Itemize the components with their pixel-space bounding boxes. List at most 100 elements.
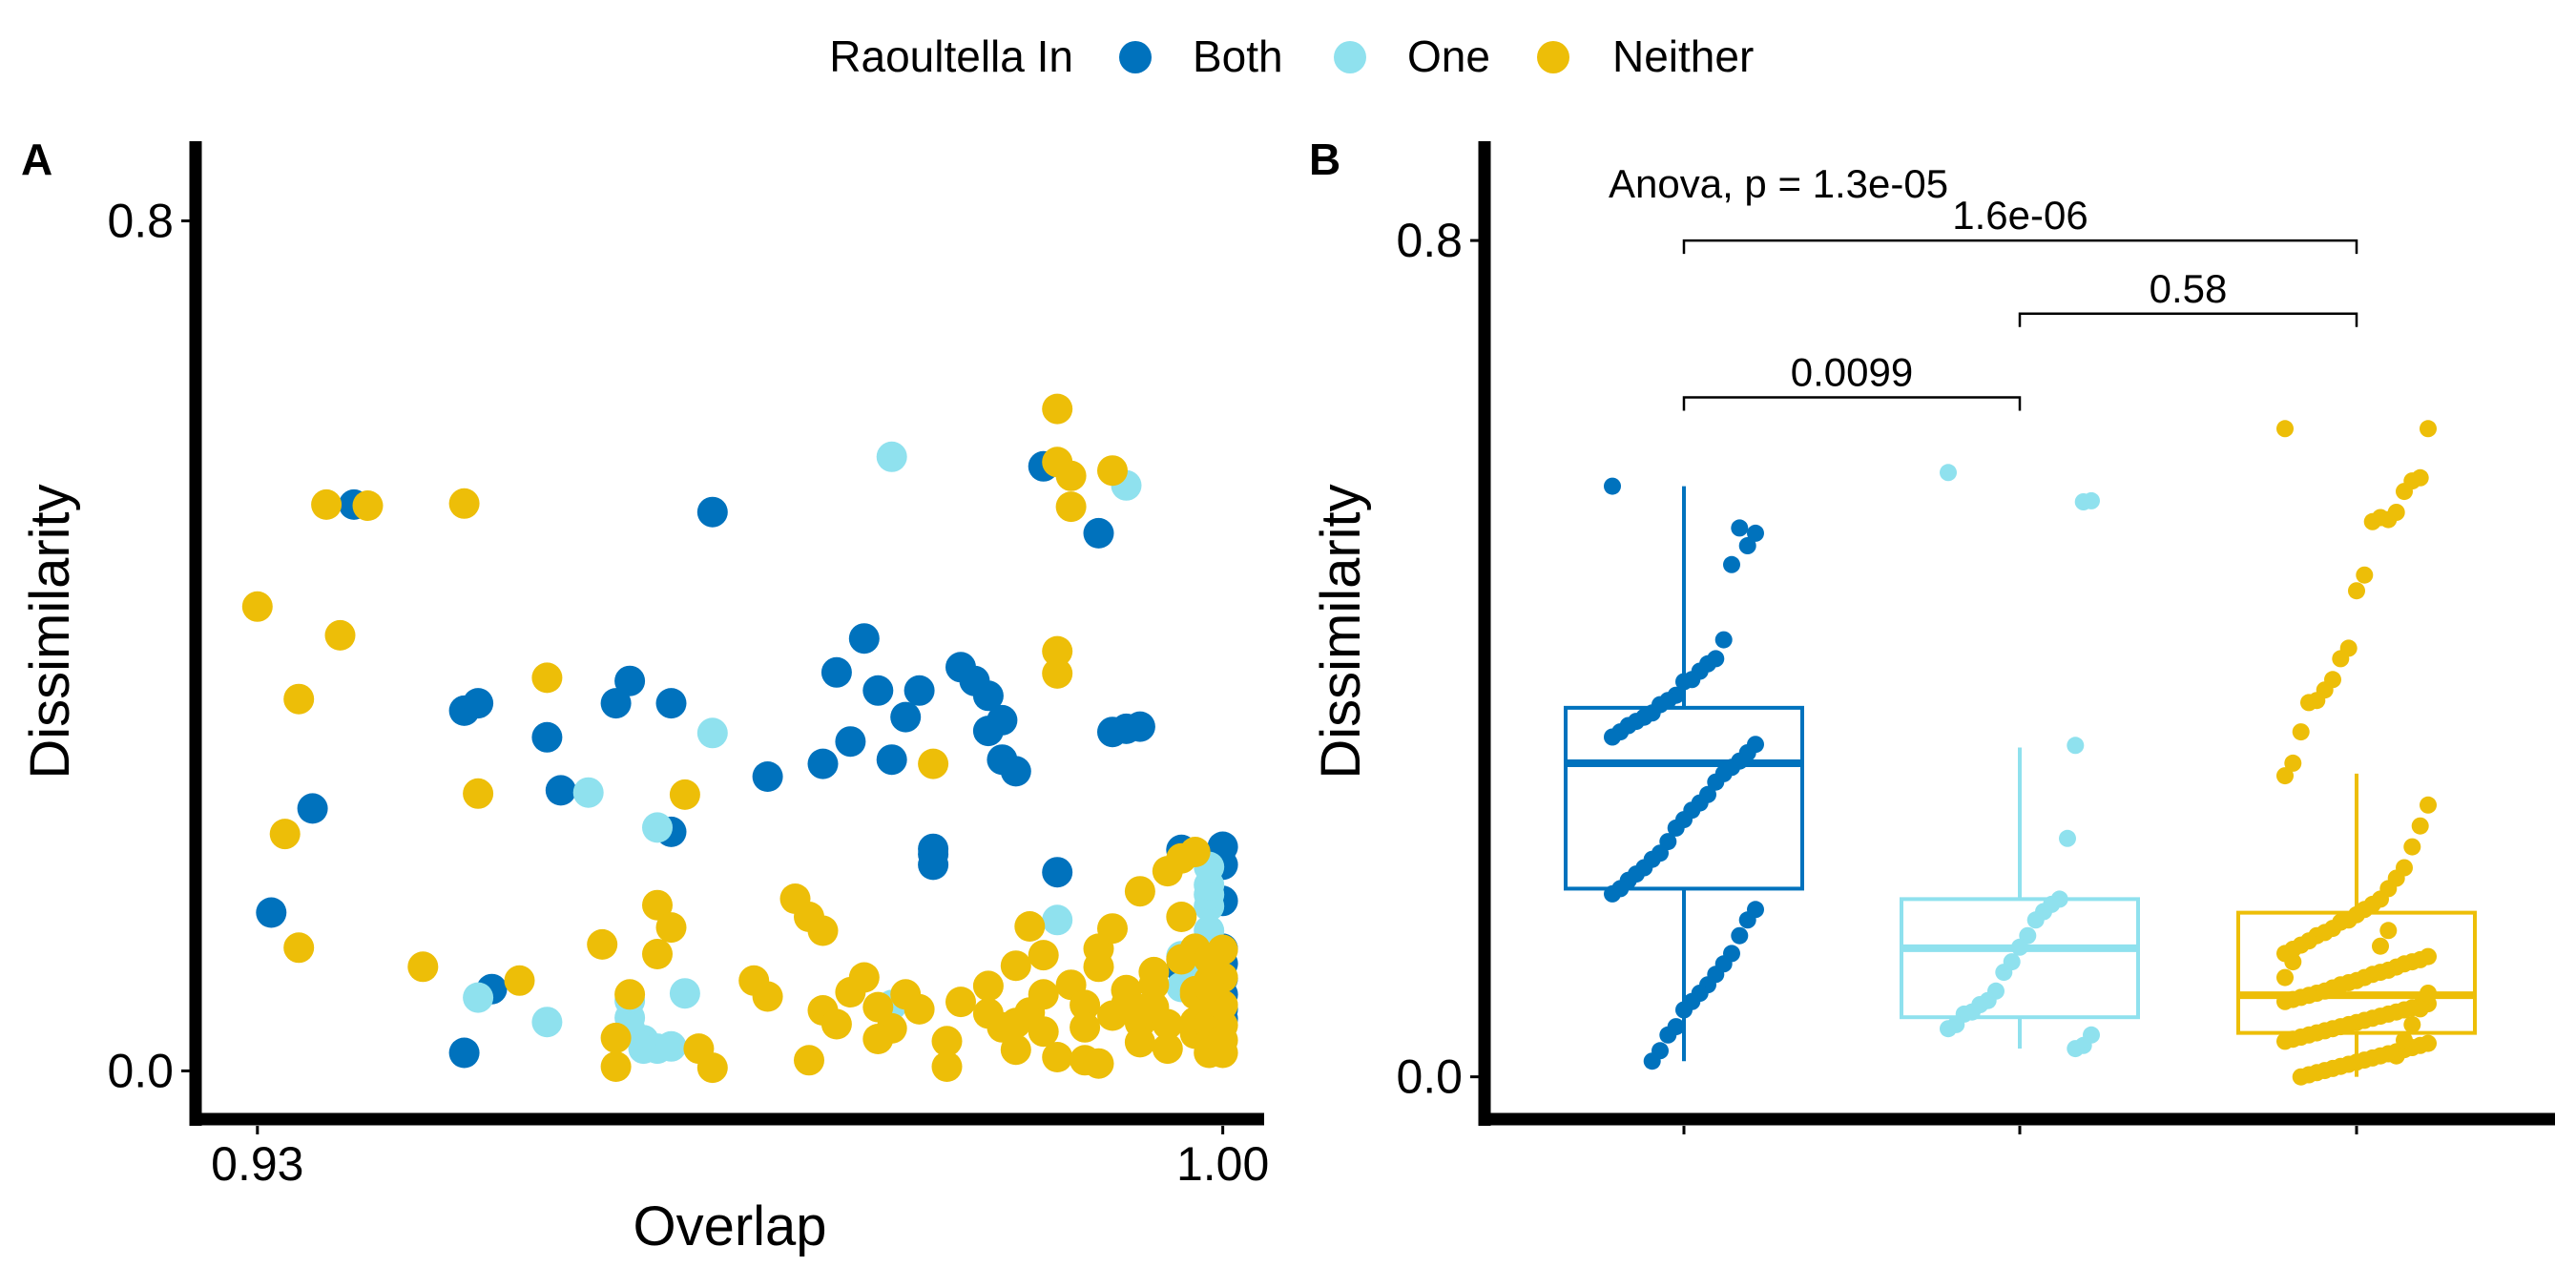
scatter-point-both <box>655 688 687 719</box>
jitter-point-both <box>1604 884 1621 903</box>
legend-title: Raoultella In <box>829 31 1073 81</box>
box-both <box>1564 705 1804 891</box>
scatter-point-neither <box>283 932 315 964</box>
scatter-point-neither <box>407 951 439 983</box>
scatter-point-neither <box>931 1051 963 1082</box>
scatter-point-neither <box>642 939 673 969</box>
scatter-point-both <box>1124 711 1155 742</box>
scatter-point-neither <box>352 490 384 521</box>
scatter-point-neither <box>241 591 273 622</box>
scatter-point-both <box>1000 756 1031 787</box>
scatter-point-neither <box>752 981 783 1012</box>
scatter-point-both <box>448 1037 480 1069</box>
jitter-point-both <box>1675 673 1693 691</box>
scatter-point-neither <box>669 779 700 810</box>
scatter-point-neither <box>945 987 976 1018</box>
scatter-point-both <box>256 897 287 928</box>
scatter-point-both <box>876 744 907 776</box>
jitter-point-neither <box>2300 694 2317 712</box>
series-neither <box>241 393 1238 1084</box>
jitter-point-both <box>1659 1026 1677 1044</box>
scatter-point-both <box>821 656 852 688</box>
jitter-point-neither <box>2403 1015 2421 1033</box>
jitter-point-neither <box>2396 483 2413 501</box>
jitter-point-neither <box>2363 512 2381 530</box>
panel-b-comparison-brackets: 1.6e-06 0.58 0.0099 <box>1682 193 2358 411</box>
jitter-point-one <box>1940 464 1957 482</box>
panel-b-plot-area <box>1564 420 2477 1086</box>
p-value-label: 0.58 <box>2150 266 2228 311</box>
scatter-point-neither <box>1070 989 1101 1021</box>
scatter-point-neither <box>269 819 301 850</box>
scatter-point-neither <box>1152 1033 1183 1065</box>
scatter-point-neither <box>1083 951 1114 983</box>
scatter-point-neither <box>1124 1027 1155 1058</box>
scatter-point-one <box>463 982 494 1013</box>
scatter-point-neither <box>1014 911 1046 942</box>
jitter-point-both <box>1747 524 1764 542</box>
jitter-point-one <box>2011 938 2028 956</box>
jitter-point-neither <box>2276 992 2294 1010</box>
jitter-point-neither <box>2411 1000 2429 1018</box>
jitter-point-both <box>1707 773 1725 791</box>
scatter-point-neither <box>848 962 880 993</box>
scatter-point-both <box>696 496 728 528</box>
panel-a-plot-area <box>241 393 1238 1084</box>
panel-b-x-ticks <box>1682 1126 2358 1134</box>
scatter-point-one <box>531 1007 563 1038</box>
scatter-point-one <box>1042 904 1073 936</box>
y-tick-label: 0.8 <box>1396 214 1463 267</box>
bracket-line <box>1682 239 2358 255</box>
scatter-point-both <box>1083 517 1114 549</box>
jitter-point-both <box>1604 728 1621 746</box>
scatter-point-one <box>572 777 604 808</box>
y-tick-label: 0.0 <box>1396 1050 1463 1104</box>
bracket-line <box>1682 396 2022 411</box>
jitter-point-neither <box>2411 817 2429 835</box>
legend-label-both: Both <box>1193 31 1283 81</box>
scatter-point-both <box>918 839 949 870</box>
scatter-point-neither <box>614 979 646 1010</box>
scatter-point-neither <box>1042 657 1073 689</box>
scatter-point-neither <box>1042 393 1073 425</box>
jitter-point-both <box>1604 477 1621 495</box>
scatter-point-both <box>807 748 839 779</box>
legend: Raoultella In Both One Neither <box>829 31 1754 81</box>
scatter-point-neither <box>821 1008 852 1040</box>
jitter-point-neither <box>2420 985 2437 1002</box>
y-tick-label: 0.0 <box>107 1044 174 1097</box>
scatter-point-both <box>545 775 576 806</box>
scatter-point-both <box>890 701 922 733</box>
jitter-point-neither <box>2276 767 2294 785</box>
scatter-point-neither <box>504 965 535 996</box>
scatter-point-neither <box>463 778 494 809</box>
scatter-point-neither <box>972 970 1004 1002</box>
scatter-point-neither <box>1042 1042 1073 1072</box>
jitter-point-one <box>2067 737 2085 755</box>
box-group-both <box>1564 477 1804 1070</box>
panel-b-tag: B <box>1309 135 1340 184</box>
p-value-label: 0.0099 <box>1791 349 1913 394</box>
scatter-point-neither <box>655 912 687 944</box>
scatter-point-both <box>848 623 880 654</box>
jitter-point-both <box>1714 631 1733 649</box>
panel-b: B Anova, p = 1.3e-05 1.6e-06 0.58 0.0099 0… <box>1309 135 2555 1134</box>
box-one <box>1900 897 2140 1020</box>
comparison-bracket: 1.6e-06 <box>1682 193 2358 255</box>
scatter-point-both <box>752 761 783 792</box>
jitter-point-one <box>2067 1040 2085 1058</box>
scatter-point-neither <box>1083 1048 1114 1079</box>
jitter-point-both <box>1738 537 1756 554</box>
jitter-point-neither <box>2292 1068 2310 1086</box>
scatter-point-neither <box>1028 979 1059 1010</box>
jitter-point-both <box>1731 926 1749 945</box>
x-tick-label: 0.93 <box>211 1137 303 1191</box>
scatter-point-both <box>862 675 894 706</box>
scatter-point-neither <box>587 928 618 960</box>
scatter-point-neither <box>1000 1034 1031 1066</box>
box-group-one <box>1900 464 2140 1058</box>
panel-a: A 0.0 0.8 0.93 1.00 Overlap Dissimilarity <box>19 135 1269 1257</box>
scatter-point-neither <box>1152 1008 1183 1040</box>
jitter-point-one <box>2074 493 2092 510</box>
